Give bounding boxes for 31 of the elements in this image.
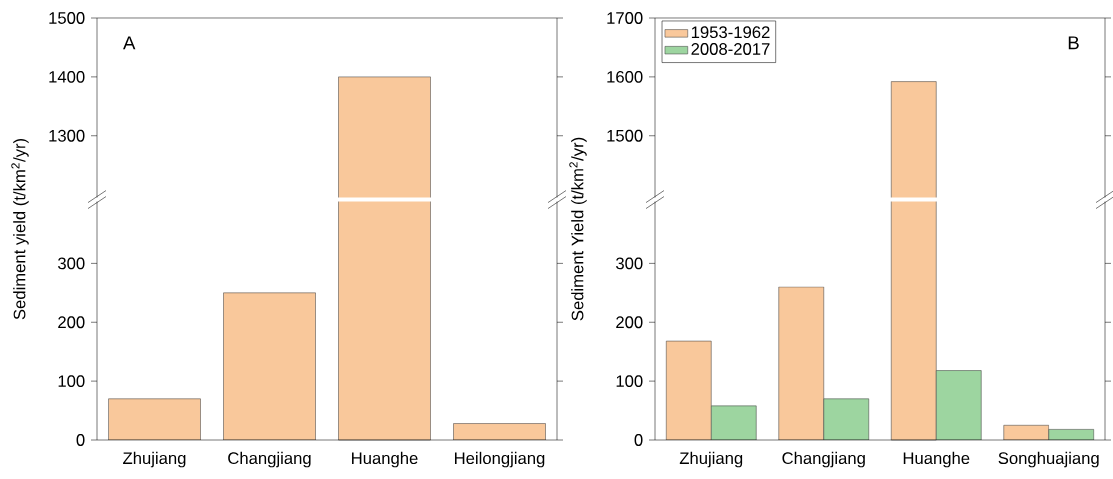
x-tick-label: Songhuajiang (998, 451, 1099, 468)
annotation: B (1068, 36, 1079, 50)
legend-label: 2008-2017 (691, 43, 770, 55)
y-tick-label: 1300 (49, 129, 85, 142)
annotation: A (123, 36, 136, 50)
bar (108, 398, 201, 440)
y-tick-label: 1600 (607, 70, 643, 83)
bar (453, 423, 546, 440)
legend-label: 1953-1962 (691, 26, 770, 39)
x-tick-label: Zhujiang (679, 451, 743, 468)
y-tick-label: 300 (616, 257, 643, 270)
y-tick-label: 0 (634, 434, 643, 446)
x-tick-label: Huanghe (352, 451, 418, 468)
y-tick-label: 1700 (607, 12, 643, 24)
y-tick-label: 200 (58, 316, 85, 329)
y-tick-label: 100 (616, 375, 643, 388)
y-tick-label: 1500 (49, 12, 85, 24)
x-tick-label: Heilongjiang (454, 451, 545, 468)
y-axis-title: Sediment Yield (t/km$^{2}$/yr) (569, 137, 587, 321)
x-tick-label: Zhujiang (123, 451, 186, 468)
y-tick-label: 100 (58, 375, 85, 388)
y-tick-label: 200 (616, 316, 643, 329)
bar (223, 292, 316, 440)
x-tick-label: Changjiang (782, 451, 865, 468)
y-tick-label: 1400 (49, 70, 85, 83)
y-tick-label: 0 (76, 434, 85, 446)
y-axis-title: Sediment yield (t/km$^{2}$/yr) (11, 138, 29, 320)
y-tick-label: 1500 (607, 129, 643, 142)
x-tick-label: Huanghe (903, 451, 970, 468)
y-tick-label: 300 (58, 257, 85, 270)
x-tick-label: Changjiang (228, 451, 311, 468)
